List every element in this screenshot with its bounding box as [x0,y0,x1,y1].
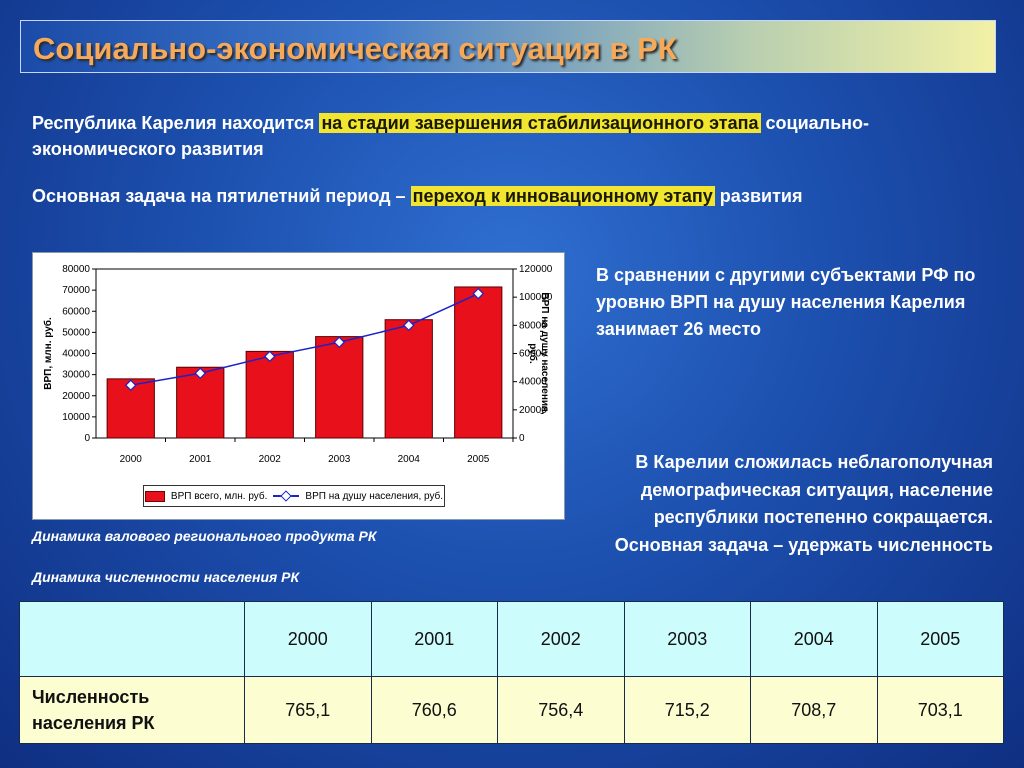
x-tick-label: 2001 [189,454,212,465]
table-corner-cell [19,601,245,677]
legend-line-label: ВРП на душу населения, руб. [305,490,444,502]
ranking-text: В сравнении с другими субъектами РФ по у… [596,265,976,339]
table-caption: Динамика численности населения РК [32,569,300,585]
legend-line-swatch [273,491,300,501]
population-table: 2000 2001 2002 2003 2004 2005 Численност… [19,601,1004,744]
chart-bar [384,319,433,439]
x-tick-label: 2003 [328,454,351,465]
value-cell: 756,4 [497,676,625,744]
x-tick-label: 2004 [398,454,421,465]
value-cell: 708,7 [750,676,878,744]
value-cell: 703,1 [876,676,1004,744]
right-tick-label: 120000 [519,264,553,275]
year-cell: 2005 [876,601,1004,677]
right-tick-label: 80000 [519,320,547,331]
chart-legend: ВРП всего, млн. руб. ВРП на душу населен… [143,485,445,507]
per-capita-point [124,379,137,391]
plot-area [95,268,514,439]
right-tick-label: 0 [519,433,525,444]
value-cell: 715,2 [623,676,751,744]
page-title: Социально-экономическая ситуация в РК [33,31,677,66]
year-cell: 2004 [750,601,878,677]
chart-bar [176,366,225,439]
grp-chart-svg: 0100002000030000400005000060000700008000… [42,264,553,465]
right-tick-label: 100000 [519,292,553,303]
task-highlight: переход к инновационному этапу [410,186,715,206]
stage-text-before: Республика Карелия находится [32,113,320,133]
left-tick-label: 0 [84,433,90,444]
legend-bar-label: ВРП всего, млн. руб. [170,490,268,502]
year-cell: 2002 [497,601,625,677]
right-tick-label: 20000 [519,405,547,416]
task-text-after: развития [714,186,803,206]
title-bar: Социально-экономическая ситуация в РК [20,20,996,73]
value-cell: 765,1 [244,676,372,744]
per-capita-point [472,287,485,300]
year-cell: 2003 [623,601,751,677]
left-tick-label: 40000 [62,349,90,360]
left-tick-label: 30000 [62,370,90,381]
stage-text-after: социально-экономического развития [32,113,870,159]
per-capita-point [333,336,346,349]
right-axis-title: ВРП на душу населения,руб. [527,292,550,414]
table-row: Численность населения РК 765,1 760,6 756… [19,676,1004,744]
left-tick-label: 60000 [62,306,90,317]
right-tick-label: 60000 [519,349,547,360]
x-tick-label: 2005 [467,454,490,465]
table-header-row: 2000 2001 2002 2003 2004 2005 [19,601,1004,677]
per-capita-point [402,319,415,332]
year-cell: 2000 [244,601,372,677]
value-cell: 760,6 [370,676,498,744]
x-tick-label: 2000 [120,454,143,465]
left-tick-label: 50000 [62,327,90,338]
legend-bar-swatch [144,490,165,502]
grp-chart: 0 10000 20000 30000 40000 50000 60000 70000 8000… [32,252,565,520]
task-text-before: Основная задача на пятилетний период – [32,186,411,206]
chart-caption: Динамика валового регионального продукта… [32,528,377,544]
stage-highlight: на стадии завершения стабилизационного э… [319,113,761,133]
per-capita-point [194,367,207,380]
task-paragraph: Основная задача на пятилетний период – п… [32,183,962,209]
chart-bar [245,350,294,439]
left-tick-label: 10000 [62,412,90,423]
chart-bar [106,378,155,439]
right-tick-label: 40000 [519,377,547,388]
demography-text: В Карелии сложилась неблагополучная демо… [614,452,993,555]
per-capita-line [130,292,479,386]
left-tick-label: 80000 [62,264,90,275]
per-capita-point [263,350,276,363]
left-axis-title: ВРП, млн. руб. [42,317,54,390]
chart-bar [454,286,503,439]
row-label: Численность населения РК [19,676,245,744]
x-tick-label: 2002 [259,454,282,465]
left-tick-label: 70000 [62,285,90,296]
year-cell: 2001 [370,601,498,677]
left-tick-label: 20000 [62,391,90,402]
chart-bar [315,336,364,439]
stage-paragraph: Республика Карелия находится на стадии з… [32,110,962,162]
